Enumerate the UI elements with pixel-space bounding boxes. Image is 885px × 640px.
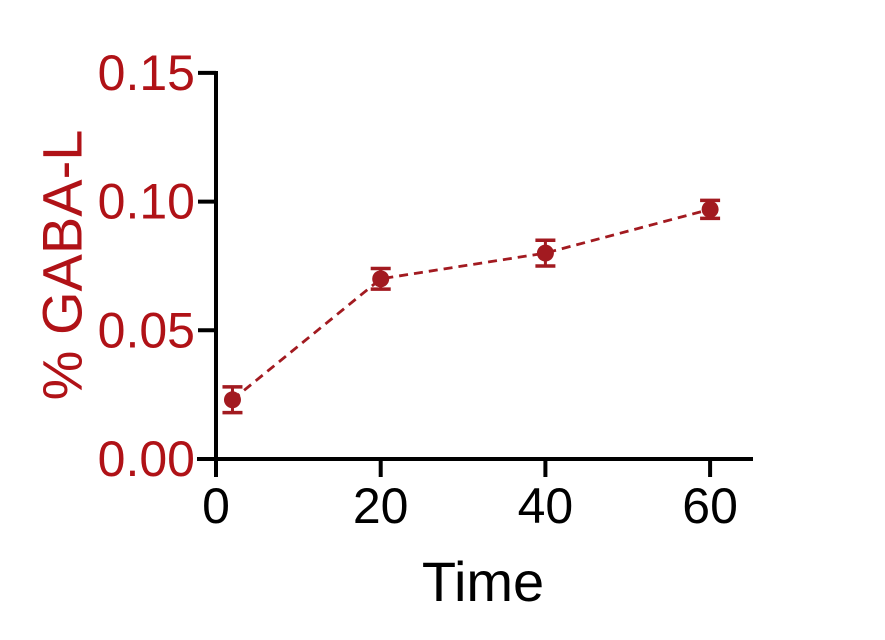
y-axis-title: % GABA-L [31,130,94,401]
x-tick-label: 40 [518,478,574,534]
y-tick-label: 0.00 [98,431,195,487]
series-layer [222,198,721,415]
ticks-layer: 0.00 0.05 0.10 0.15 0 20 40 60 [98,45,738,534]
x-tick-label: 20 [353,478,409,534]
x-tick-label: 60 [682,478,738,534]
data-point-marker [536,244,554,262]
data-point-marker [701,200,719,218]
y-tick-label: 0.10 [98,174,195,230]
y-tick-label: 0.15 [98,45,195,101]
x-axis-title: Time [422,550,544,613]
x-tick-label: 0 [202,478,230,534]
data-point-marker [372,270,390,288]
axes-layer [197,71,753,461]
y-tick-label: 0.05 [98,302,195,358]
data-point-marker [223,391,241,409]
series-line [231,207,711,401]
